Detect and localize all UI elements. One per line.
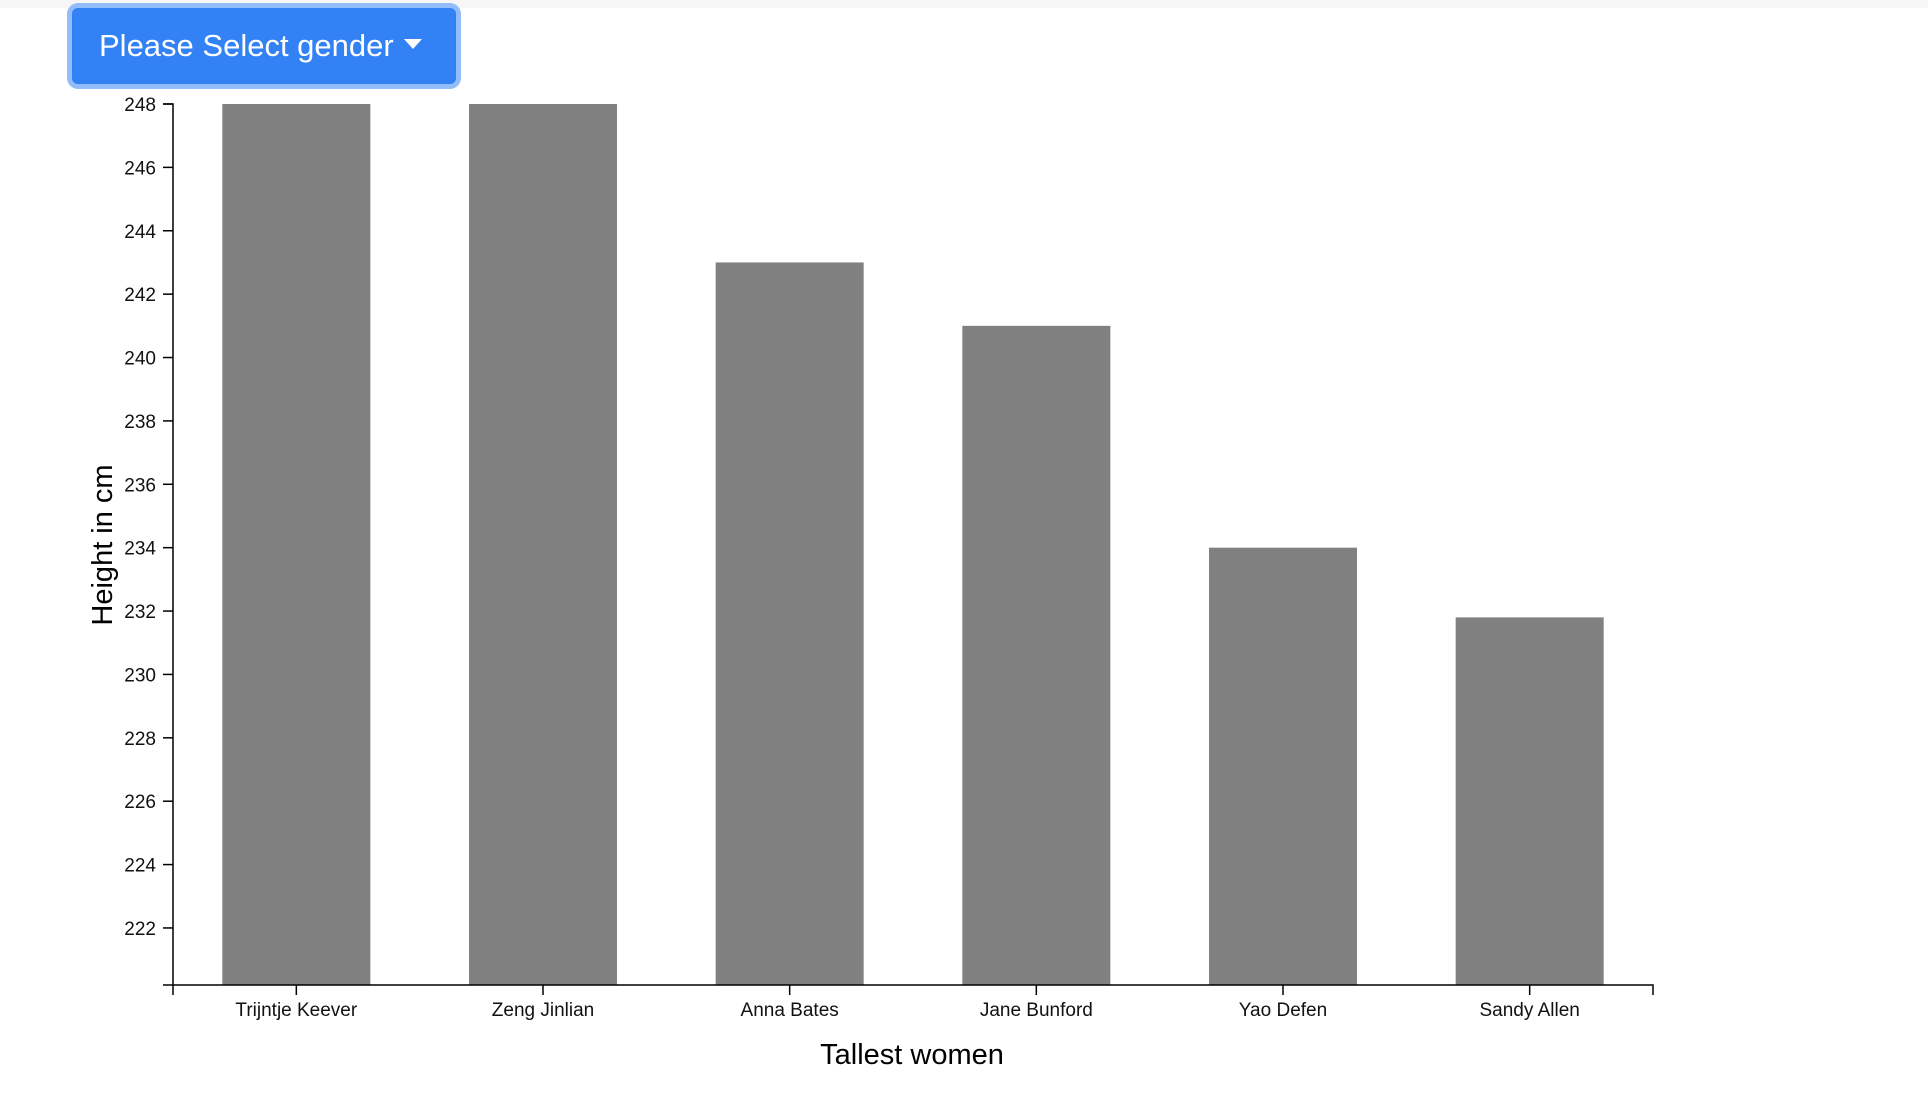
x-axis-title: Tallest women (820, 1039, 1004, 1071)
y-axis-line (163, 103, 174, 986)
y-tick-label: 232 (124, 602, 156, 623)
y-tick-label: 240 (124, 349, 156, 370)
x-axis-line (172, 984, 1654, 995)
y-tick-label: 230 (124, 665, 156, 686)
y-tick-label: 228 (124, 729, 156, 750)
x-tick-label: Sandy Allen (1479, 1000, 1579, 1021)
top-strip (0, 0, 1928, 8)
bar (1455, 617, 1604, 985)
y-tick-label: 234 (124, 539, 156, 560)
y-axis: 222 224 226 228 230 232 234 236 238 240 242 244 246 2… (124, 95, 174, 986)
x-tick-label: Zeng Jinlian (492, 1000, 594, 1021)
gender-dropdown-label: Please Select gender (99, 28, 394, 63)
y-tick-label: 222 (124, 919, 156, 940)
y-axis-title: Height in cm (87, 464, 119, 625)
y-tick-label: 224 (124, 856, 156, 877)
x-tick-label: Jane Bunford (980, 1000, 1093, 1021)
x-tick-label: Trijntje Keever (235, 1000, 357, 1021)
caret-down-icon (403, 39, 422, 49)
x-tick-label: Yao Defen (1239, 1000, 1327, 1021)
bar (715, 262, 864, 985)
gender-dropdown-button[interactable]: Please Select gender (72, 8, 456, 84)
y-tick-label: 244 (124, 222, 156, 243)
x-axis: Trijntje Keever Zeng Jinlian Anna Bates Jan… (172, 984, 1654, 1021)
y-tick-label: 246 (124, 158, 156, 179)
bar (1209, 547, 1357, 985)
x-tick-label: Anna Bates (741, 1000, 839, 1021)
bar (222, 104, 371, 985)
y-tick-label: 238 (124, 412, 156, 433)
bar (962, 325, 1111, 985)
y-tick-label: 248 (124, 95, 156, 116)
y-tick-label: 236 (124, 475, 156, 496)
bars-group (222, 104, 1604, 985)
y-tick-label: 242 (124, 285, 156, 306)
y-tick-label: 226 (124, 792, 156, 813)
bar (469, 104, 617, 985)
